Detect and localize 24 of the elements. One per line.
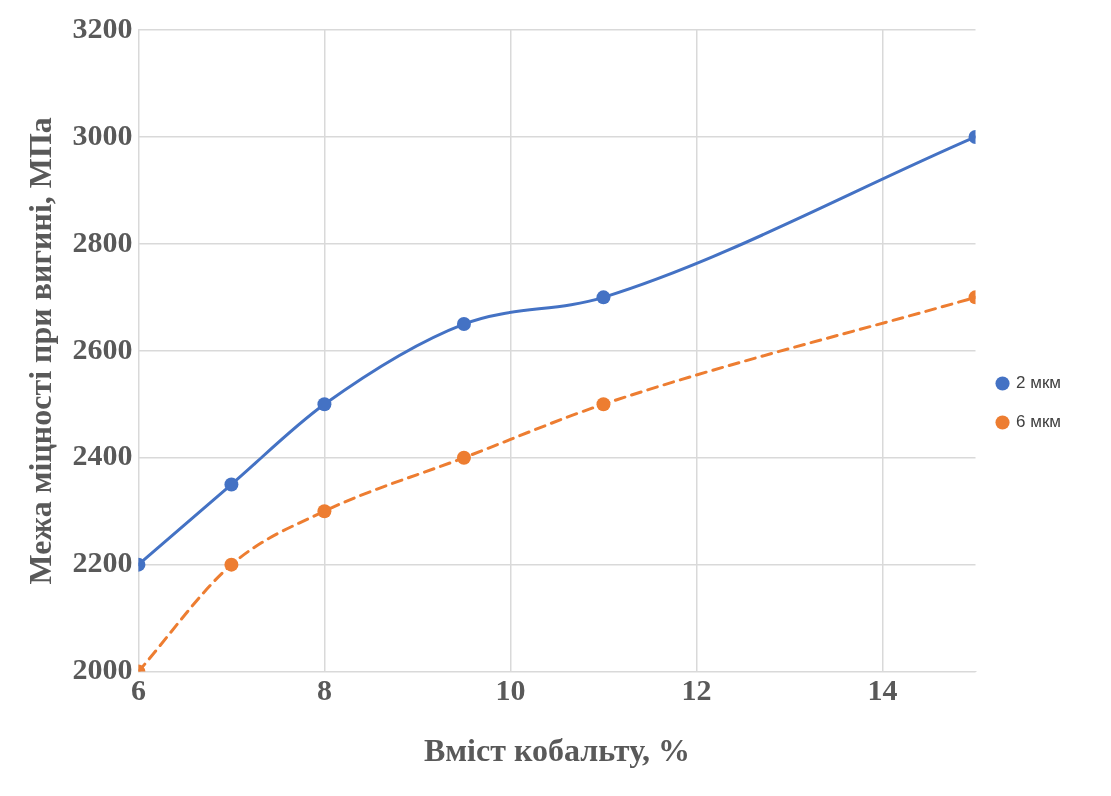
legend-label: 6 мкм xyxy=(1016,412,1062,432)
y-tick-label: 2800 xyxy=(72,224,133,258)
y-tick-label: 3200 xyxy=(72,10,133,44)
y-axis-title: Межа міцності при вигині, МПа xyxy=(22,117,59,585)
x-tick-label: 6 xyxy=(130,673,146,707)
point xyxy=(317,397,332,412)
point xyxy=(224,477,239,492)
point xyxy=(317,504,332,519)
y-tick-label: 2200 xyxy=(72,545,133,579)
x-tick-label: 12 xyxy=(681,673,712,707)
x-tick-label: 8 xyxy=(316,673,332,707)
point xyxy=(224,557,239,572)
point xyxy=(596,290,611,305)
y-tick-label: 3000 xyxy=(72,117,133,151)
x-tick-label: 14 xyxy=(867,673,898,707)
x-axis-title: Вміст кобальту, % xyxy=(423,732,690,769)
point xyxy=(596,397,611,412)
y-tick-label: 2600 xyxy=(72,331,133,365)
y-tick-label: 2000 xyxy=(72,652,133,686)
point xyxy=(456,450,471,465)
y-tick-label: 2400 xyxy=(72,438,133,472)
legend-label: 2 мкм xyxy=(1016,373,1062,393)
point xyxy=(456,317,471,332)
x-tick-label: 10 xyxy=(495,673,526,707)
